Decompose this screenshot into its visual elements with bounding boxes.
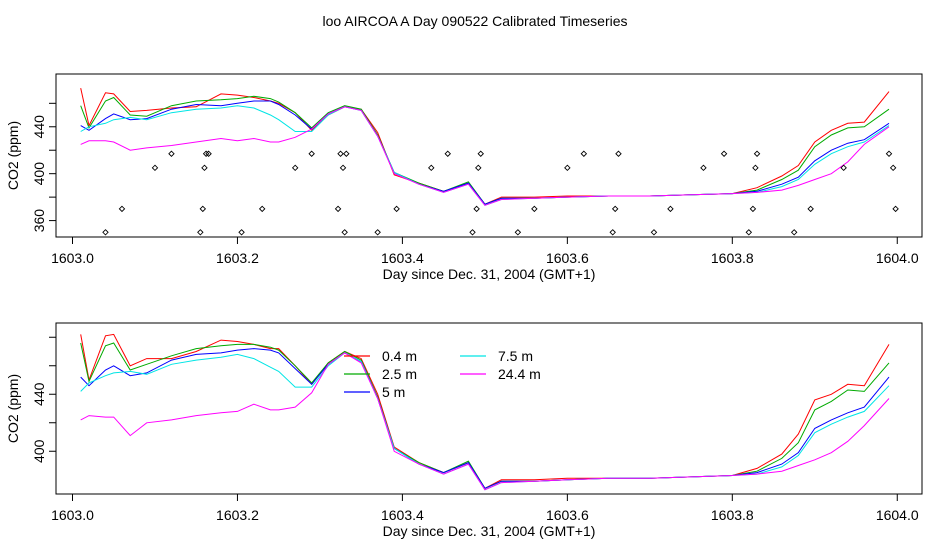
panel2-x-tick-label: 1603.0 bbox=[51, 507, 94, 523]
legend-label: 2.5 m bbox=[382, 366, 417, 382]
panel1-plot-frame bbox=[55, 73, 923, 238]
panel1-flag-marker bbox=[202, 150, 210, 157]
panel1-flag-marker bbox=[473, 205, 480, 213]
legend-label: 7.5 m bbox=[498, 348, 533, 364]
panel1-flag-marker bbox=[374, 229, 381, 236]
panel2-series-line-5 bbox=[80, 352, 890, 491]
panel1-flag-marker bbox=[444, 150, 451, 157]
panel1-x-tick-label: 1604.0 bbox=[876, 250, 919, 266]
panel1-flag-marker bbox=[205, 150, 212, 157]
panel1-series-line-1 bbox=[80, 87, 890, 205]
panel2-plot-frame bbox=[55, 322, 923, 495]
panel2-x-axis-label: Day since Dec. 31, 2004 (GMT+1) bbox=[383, 523, 596, 539]
panel1-flag-marker bbox=[892, 205, 899, 213]
panel1-x-tick-label: 1603.6 bbox=[546, 250, 589, 266]
panel1-series-line-5 bbox=[80, 106, 890, 206]
panel1-x-tick-label: 1603.2 bbox=[216, 250, 259, 266]
panel1-flag-marker bbox=[753, 150, 761, 157]
legend-label: 0.4 m bbox=[382, 348, 417, 364]
panel1-x-tick-label: 1603.4 bbox=[381, 250, 424, 266]
panel1-flag-marker bbox=[341, 229, 348, 236]
panel1-flag-marker bbox=[337, 150, 344, 157]
panel2-x-tick-label: 1603.8 bbox=[711, 507, 754, 523]
panel1-flag-marker bbox=[650, 229, 658, 236]
panel1-flag-marker bbox=[611, 205, 619, 213]
panel1-series-line-3 bbox=[80, 100, 890, 205]
panel1-flag-marker bbox=[531, 205, 538, 213]
panel2-series-line-3 bbox=[80, 348, 890, 489]
legend-label: 24.4 m bbox=[498, 366, 541, 382]
panel1-flag-marker bbox=[258, 205, 266, 213]
panel2-x-tick-label: 1603.6 bbox=[546, 507, 589, 523]
page-title: loo AIRCOA A Day 090522 Calibrated Times… bbox=[322, 13, 627, 29]
panel2-series-line-4 bbox=[80, 352, 890, 491]
panel2-x-tick-label: 1603.2 bbox=[216, 507, 259, 523]
panel1-flag-marker bbox=[790, 229, 798, 236]
panel1-x-tick-label: 1603.0 bbox=[51, 250, 94, 266]
panel1-x-tick-label: 1603.8 bbox=[711, 250, 754, 266]
panel1-flag-marker bbox=[393, 205, 400, 213]
panel1-flag-marker bbox=[151, 164, 159, 172]
panel1-flag-marker bbox=[745, 229, 753, 236]
panel1-flag-marker bbox=[339, 164, 347, 172]
panel1-x-axis-label: Day since Dec. 31, 2004 (GMT+1) bbox=[383, 266, 596, 282]
panel1-y-axis-label: CO2 (ppm) bbox=[5, 121, 21, 190]
panel1-flag-marker bbox=[428, 164, 435, 172]
panel1-y-tick-label: 360 bbox=[31, 209, 47, 233]
panel1-flag-marker bbox=[889, 164, 897, 172]
panel1-flag-marker bbox=[199, 205, 207, 213]
panel1-flag-marker bbox=[752, 164, 759, 172]
panel1-flag-marker bbox=[667, 205, 674, 213]
panel2-y-tick-label: 400 bbox=[31, 439, 47, 463]
panel1-flag-marker bbox=[885, 150, 893, 157]
panel1-flag-marker bbox=[201, 164, 208, 172]
panel1-flag-marker bbox=[308, 150, 315, 157]
panel2-series-line-2 bbox=[80, 342, 890, 489]
panel1-y-tick-label: 440 bbox=[31, 115, 47, 139]
panel1-flag-marker bbox=[840, 164, 847, 172]
panel1-flag-marker bbox=[334, 205, 342, 213]
panel1-y-tick-label: 400 bbox=[31, 162, 47, 186]
panel1-flag-marker bbox=[700, 164, 707, 172]
panel2-x-tick-label: 1604.0 bbox=[876, 507, 919, 523]
panel2-y-tick-label: 440 bbox=[31, 382, 47, 406]
panel1-flag-marker bbox=[609, 229, 616, 236]
panel1-flag-marker bbox=[807, 205, 814, 213]
panel1-flag-marker bbox=[238, 229, 245, 236]
panel1-flag-marker bbox=[564, 164, 571, 172]
panel1-flag-marker bbox=[197, 229, 204, 236]
panel1-flag-marker bbox=[102, 229, 109, 236]
panel1-flag-marker bbox=[615, 150, 622, 157]
panel1-flag-marker bbox=[168, 150, 175, 157]
panel1-flag-marker bbox=[477, 150, 484, 157]
panel1-flag-marker bbox=[514, 229, 522, 236]
panel1-flag-marker bbox=[469, 229, 476, 236]
panel1-series-line-4 bbox=[80, 105, 890, 206]
panel1-flag-marker bbox=[291, 164, 299, 172]
legend-label: 5 m bbox=[382, 384, 405, 400]
panel1-flag-marker bbox=[118, 205, 126, 213]
panel2-x-tick-label: 1603.4 bbox=[381, 507, 424, 523]
panel1-flag-marker bbox=[580, 150, 588, 157]
panel1-flag-marker bbox=[749, 205, 757, 213]
panel1-flag-marker bbox=[720, 150, 728, 157]
panel2-y-axis-label: CO2 (ppm) bbox=[5, 374, 21, 443]
panel1-flag-marker bbox=[343, 150, 350, 157]
panel1-flag-marker bbox=[475, 164, 482, 172]
